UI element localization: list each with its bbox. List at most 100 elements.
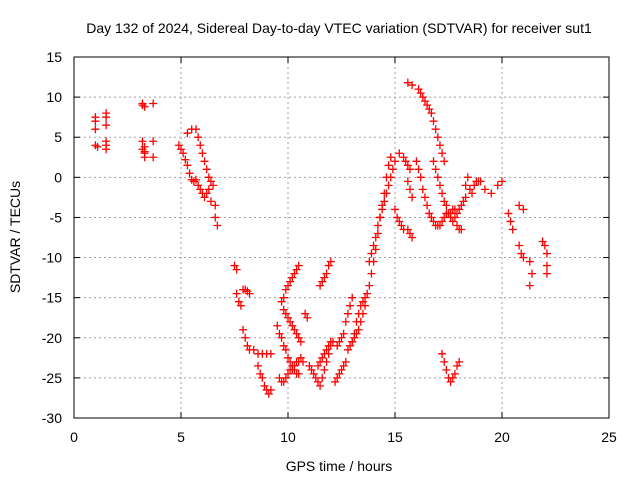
data-point — [450, 213, 459, 222]
data-point — [542, 249, 551, 258]
data-point — [284, 281, 292, 290]
data-point — [277, 333, 286, 342]
data-point — [493, 181, 502, 190]
data-point — [504, 209, 513, 218]
series-arc-19 — [365, 157, 399, 266]
data-point — [465, 185, 474, 194]
data-point — [266, 385, 275, 394]
data-point — [408, 81, 417, 90]
plot-frame — [73, 56, 610, 419]
data-point — [339, 329, 348, 338]
data-point — [343, 309, 352, 318]
data-point — [245, 289, 254, 298]
data-point — [206, 197, 215, 206]
data-point — [316, 281, 325, 290]
data-point — [395, 149, 404, 158]
data-point — [102, 145, 111, 154]
data-point — [284, 353, 292, 362]
data-point — [457, 225, 466, 234]
data-point — [412, 157, 421, 166]
data-point — [401, 157, 410, 166]
data-point — [275, 329, 284, 338]
x-tick-label: 15 — [387, 429, 403, 445]
data-point — [286, 317, 295, 326]
y-tick-label: 0 — [54, 169, 62, 185]
data-point — [356, 317, 365, 326]
data-point — [425, 105, 434, 114]
series-arc-35 — [538, 237, 551, 278]
data-point — [298, 357, 307, 366]
data-point — [542, 261, 551, 270]
data-point — [453, 361, 462, 370]
data-point — [294, 261, 303, 270]
y-tick-label: -30 — [42, 410, 62, 426]
data-point — [450, 369, 459, 378]
data-point — [296, 353, 305, 362]
series-arc-14 — [316, 257, 335, 290]
data-point — [307, 365, 316, 374]
series-arc-6 — [230, 261, 275, 358]
data-point — [358, 297, 367, 306]
data-point — [264, 389, 273, 398]
data-point — [399, 153, 408, 162]
data-point — [435, 141, 444, 150]
data-point — [438, 349, 447, 358]
data-point — [440, 197, 449, 206]
data-point — [425, 209, 434, 218]
series-arc-12 — [275, 353, 307, 386]
data-point — [243, 341, 252, 350]
data-point — [202, 165, 211, 174]
data-point — [333, 341, 342, 350]
data-point — [91, 125, 100, 134]
data-point — [388, 165, 397, 174]
data-point — [91, 117, 100, 126]
data-point — [433, 133, 442, 142]
data-point — [405, 165, 414, 174]
data-point — [457, 201, 466, 210]
data-point — [361, 293, 370, 302]
data-point — [525, 257, 534, 266]
data-point — [408, 193, 417, 202]
data-point — [102, 121, 111, 130]
data-point — [391, 205, 399, 214]
data-point — [405, 229, 414, 238]
data-point — [363, 289, 372, 298]
data-point — [194, 133, 203, 142]
series-arc-15 — [313, 337, 337, 370]
data-point — [279, 293, 288, 302]
series-arc-25 — [414, 85, 449, 166]
data-point — [200, 193, 209, 202]
data-point — [420, 97, 429, 106]
data-point — [213, 221, 222, 230]
data-point — [540, 241, 549, 250]
data-point — [320, 349, 329, 358]
data-point — [236, 301, 245, 310]
data-point — [239, 325, 248, 334]
series-arc-31 — [504, 209, 517, 234]
data-point — [487, 189, 496, 198]
data-point — [416, 173, 425, 182]
data-point — [448, 217, 457, 226]
data-point — [341, 357, 350, 366]
data-point — [333, 373, 342, 382]
data-point — [194, 181, 203, 190]
data-point — [181, 155, 190, 164]
data-point — [506, 217, 515, 226]
data-point — [279, 305, 288, 314]
data-point — [337, 365, 346, 374]
data-point — [418, 185, 427, 194]
y-tick-label: -20 — [42, 330, 62, 346]
data-point — [211, 213, 220, 222]
data-point — [403, 161, 412, 170]
data-point — [461, 193, 470, 202]
x-tick-label: 0 — [70, 429, 78, 445]
data-point — [476, 177, 485, 186]
data-point — [403, 177, 412, 186]
series-arc-4 — [183, 125, 218, 190]
data-point — [318, 277, 327, 286]
data-point — [204, 185, 213, 194]
data-point — [149, 99, 158, 108]
data-point — [429, 157, 438, 166]
series-arc-30 — [438, 349, 464, 386]
data-point — [459, 197, 468, 206]
